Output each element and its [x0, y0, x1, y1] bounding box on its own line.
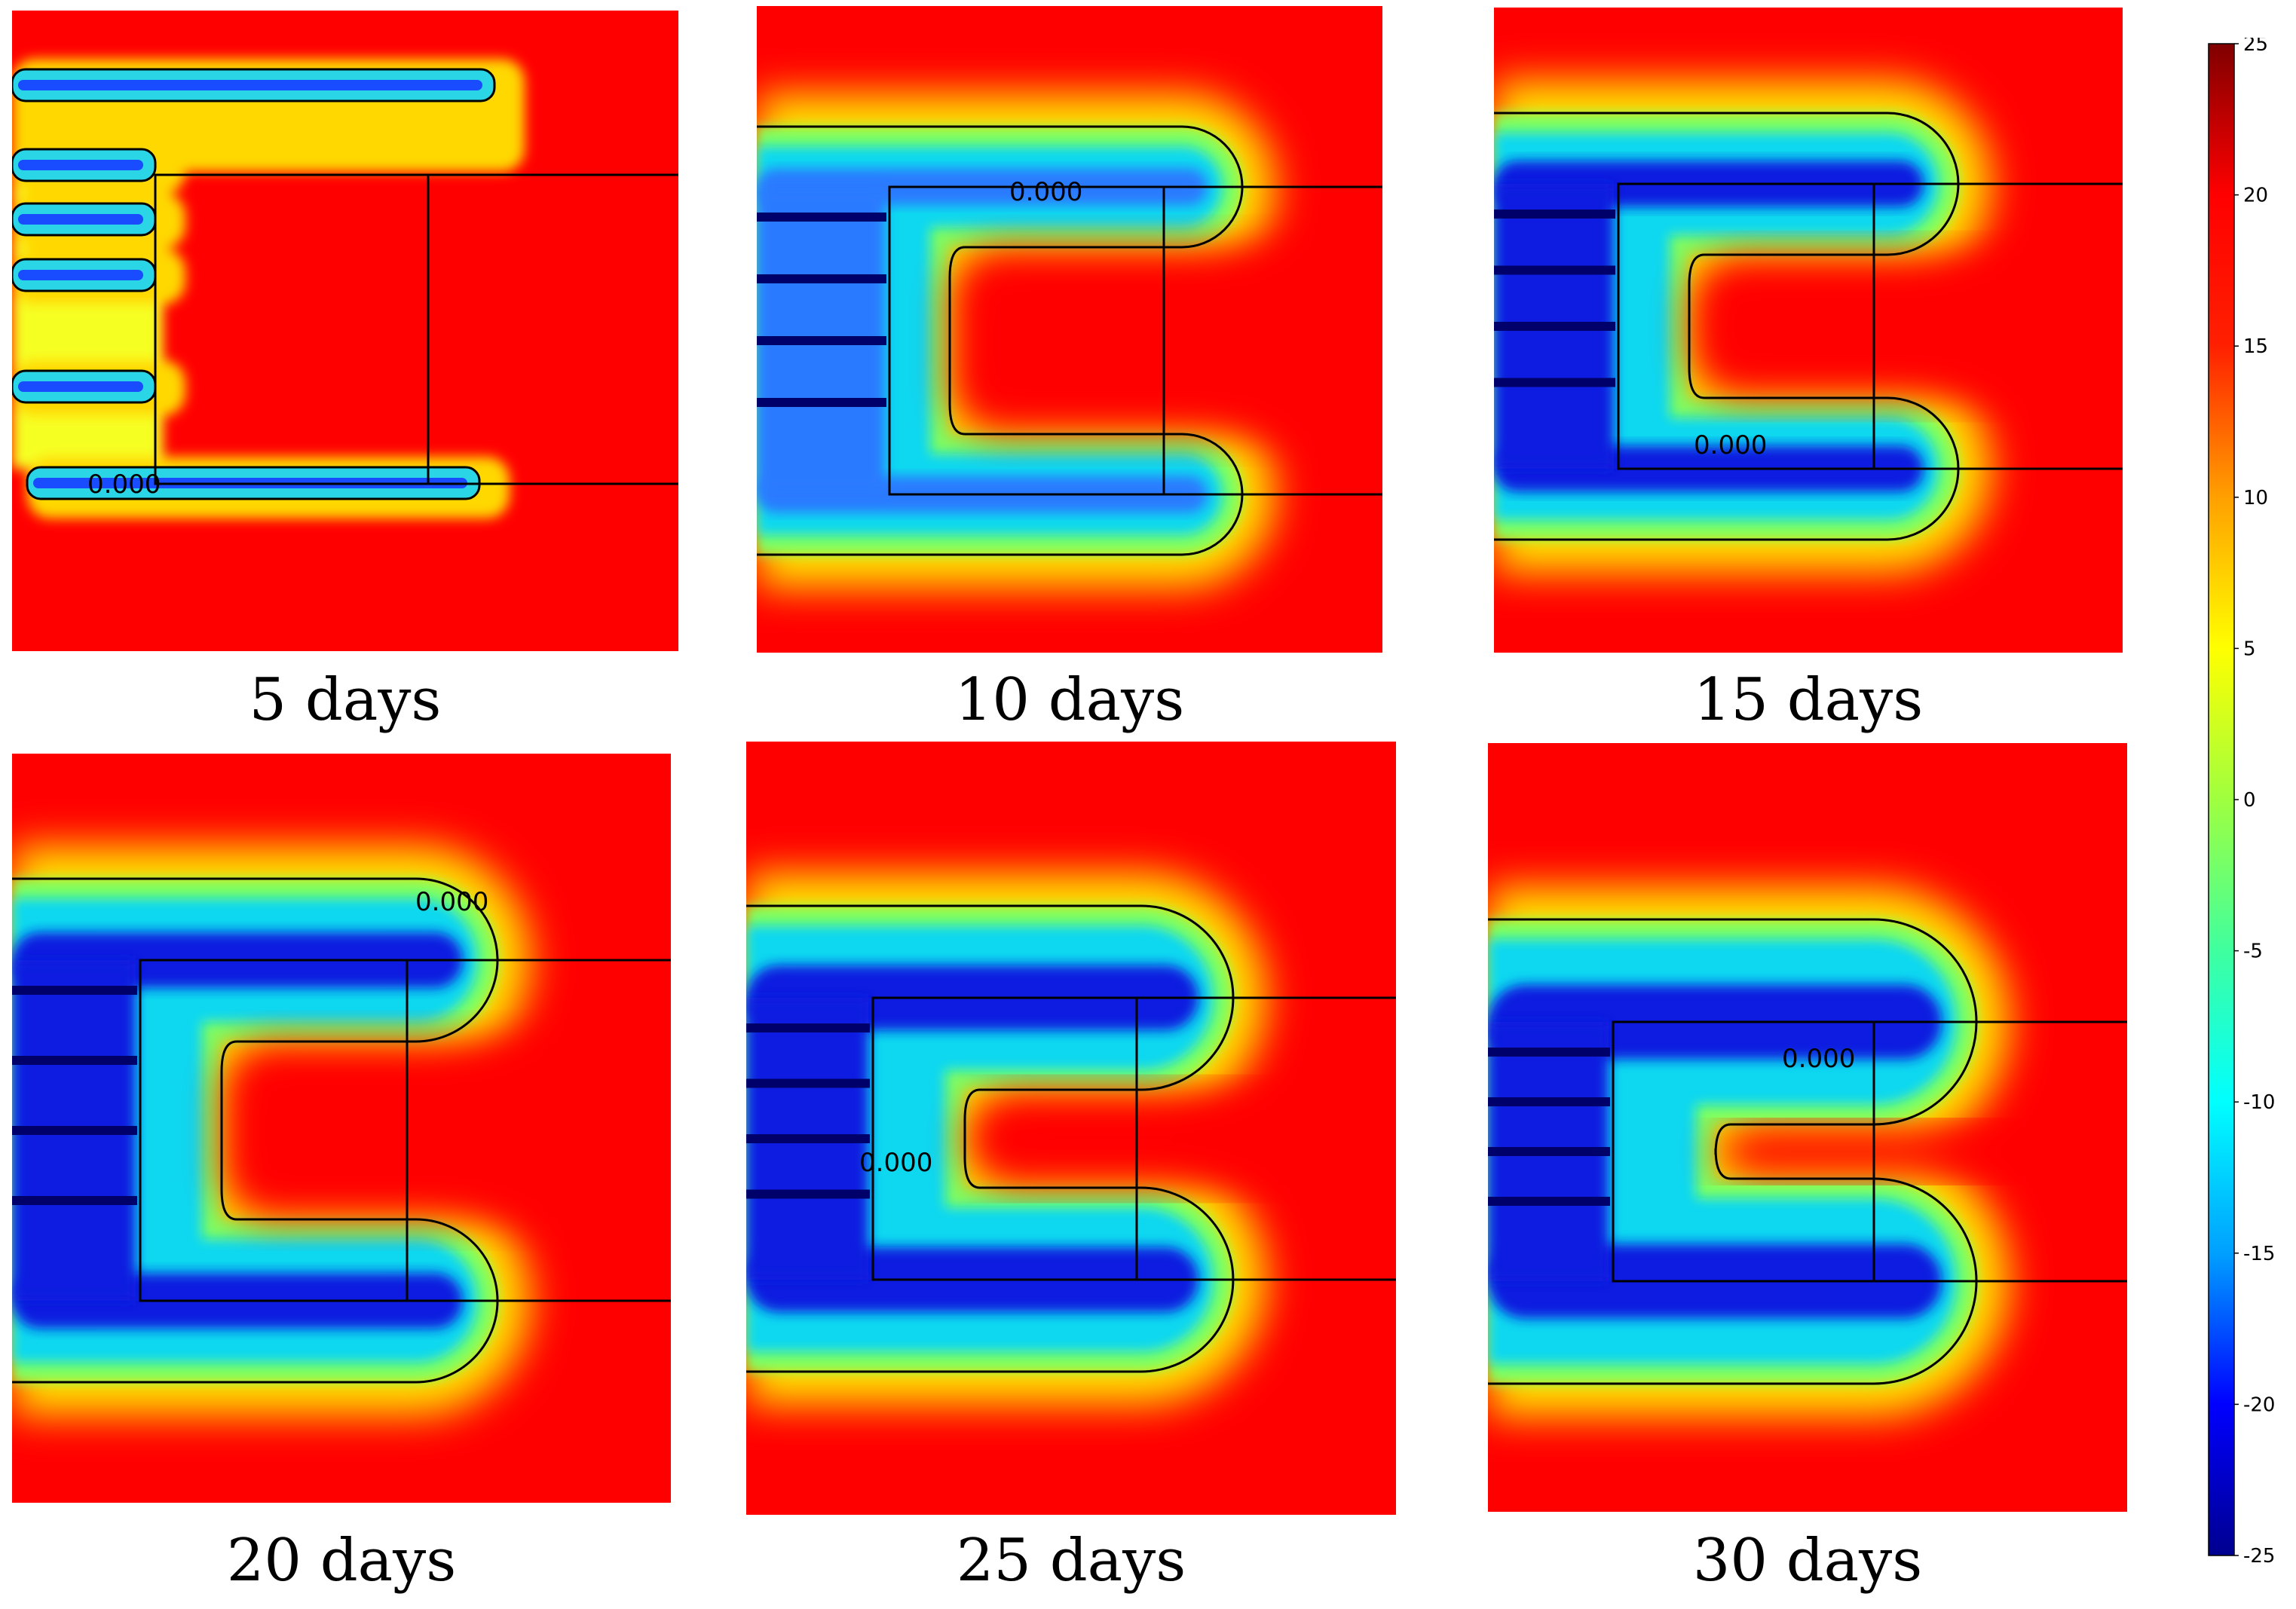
panel-caption: 10 days	[954, 666, 1185, 734]
heatmap-panel-4: 0.000	[12, 754, 671, 1503]
structure-outline	[1617, 182, 1875, 470]
colorbar-tick-label: -10	[2243, 1091, 2275, 1114]
colorbar-gradient	[2208, 43, 2235, 1556]
contour-label: 0.000	[1009, 177, 1082, 207]
panel-caption: 20 days	[226, 1527, 457, 1595]
colorbar-tick-label: 5	[2243, 638, 2256, 660]
colorbar-tick-label: 25	[2243, 38, 2268, 56]
colorbar-tick-label: -25	[2243, 1545, 2275, 1568]
panel-caption: 15 days	[1693, 666, 1924, 734]
colorbar-tick-label: 0	[2243, 789, 2256, 812]
heatmap-panel-2: 0.000	[757, 6, 1382, 653]
structure-outline	[1612, 1020, 1875, 1283]
colorbar-tick-label: -5	[2243, 941, 2263, 963]
structure-outline	[888, 185, 1165, 496]
frozen-zone	[757, 93, 1378, 588]
frozen-zone	[1494, 80, 2099, 573]
colorbar-tick-label: 20	[2243, 185, 2268, 207]
contour-label: 0.000	[859, 1148, 932, 1178]
structure-outline	[871, 996, 1138, 1281]
panel-caption: 5 days	[249, 666, 442, 734]
contour-label: 0.000	[1782, 1044, 1855, 1074]
panel-caption: 25 days	[956, 1527, 1186, 1595]
contour-label: 0.000	[87, 470, 161, 500]
heatmap-panel-1: 0.000	[12, 11, 678, 651]
zero-contour	[746, 904, 1235, 1373]
colorbar: 25 20 15 10 5 0 -5 -10 -15 -20 -25	[2208, 38, 2275, 1568]
structure-outline	[154, 173, 430, 485]
zero-contour	[757, 125, 1244, 556]
zero-contour	[1488, 918, 1978, 1385]
colorbar-tick-label: 15	[2243, 335, 2268, 358]
colorbar-tick-label: 10	[2243, 487, 2268, 509]
structure-outline	[139, 959, 409, 1302]
heatmap-panel-3: 0.000	[1494, 8, 2123, 653]
colorbar-tick-label: -20	[2243, 1393, 2275, 1416]
contour-label: 0.000	[1694, 430, 1767, 460]
heatmap-panel-5: 0.000	[746, 742, 1396, 1515]
contour-label: 0.000	[415, 887, 488, 917]
zero-contour	[1494, 112, 1960, 541]
zero-contour	[12, 877, 499, 1384]
panel-caption: 30 days	[1692, 1527, 1923, 1595]
heatmap-panel-6: 0.000	[1488, 743, 2127, 1512]
colorbar-tick-label: -15	[2243, 1243, 2275, 1265]
